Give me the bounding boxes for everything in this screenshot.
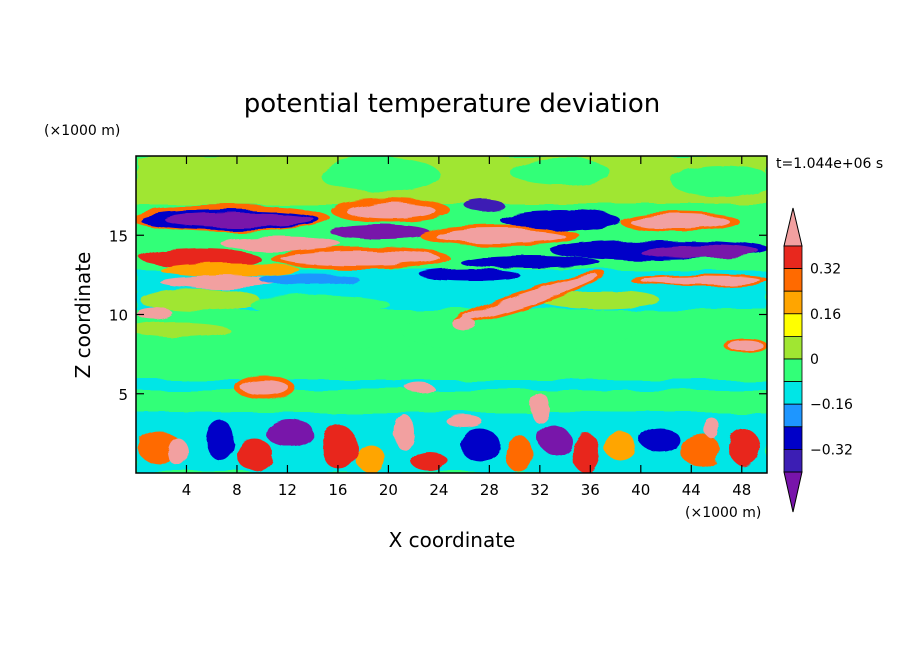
x-tick-label: 48	[732, 481, 751, 499]
y-unit-label: (×1000 m)	[44, 123, 120, 139]
x-tick-label: 16	[328, 481, 347, 499]
colorbar-swatch	[783, 245, 803, 270]
colorbar-swatch	[783, 448, 803, 473]
x-tick-label: 4	[182, 481, 192, 499]
y-tick-label: 15	[109, 227, 128, 245]
x-unit-label: (×1000 m)	[685, 505, 761, 521]
colorbar-swatch	[783, 426, 803, 450]
x-tick-label: 36	[581, 481, 600, 499]
y-axis-label: Z coordinate	[71, 252, 95, 379]
x-axis-ticks: 4 8 12 16 20 24 28 32 36 40 44 48	[182, 156, 751, 499]
colorbar-swatch	[783, 290, 803, 315]
x-tick-label: 28	[480, 481, 499, 499]
colorbar-swatch	[783, 403, 803, 428]
colorbar-arrow-bottom	[783, 471, 803, 513]
time-label: t=1.044e+06 s	[776, 156, 883, 172]
x-tick-label: 8	[232, 481, 242, 499]
x-tick-label: 44	[682, 481, 701, 499]
x-tick-label: 40	[631, 481, 650, 499]
x-axis-label: X coordinate	[389, 528, 516, 552]
colorbar-swatch	[783, 381, 803, 405]
x-tick-label: 20	[379, 481, 398, 499]
x-tick-label: 12	[278, 481, 297, 499]
x-tick-label: 24	[429, 481, 448, 499]
contour-field	[136, 156, 767, 473]
colorbar-swatch	[783, 313, 803, 337]
y-axis-ticks: 5 10 15	[109, 227, 767, 404]
colorbar-tick-label: −0.16	[810, 397, 853, 413]
x-tick-label: 32	[530, 481, 549, 499]
colorbar-swatch	[783, 335, 803, 360]
colorbar-tick-label: 0.32	[810, 262, 841, 278]
y-tick-label: 10	[109, 307, 128, 325]
y-tick-label: 5	[118, 386, 128, 404]
colorbar-swatch	[783, 358, 803, 383]
colorbar-tick-label: −0.32	[810, 442, 853, 458]
colorbar-tick-label: 0	[810, 352, 819, 368]
colorbar-arrow-top	[783, 207, 803, 247]
chart-title: potential temperature deviation	[244, 89, 660, 119]
colorbar-swatch	[783, 268, 803, 292]
colorbar-tick-label: 0.16	[810, 307, 841, 323]
colorbar: 0.32 0.16 0 −0.16 −0.32	[783, 207, 853, 513]
